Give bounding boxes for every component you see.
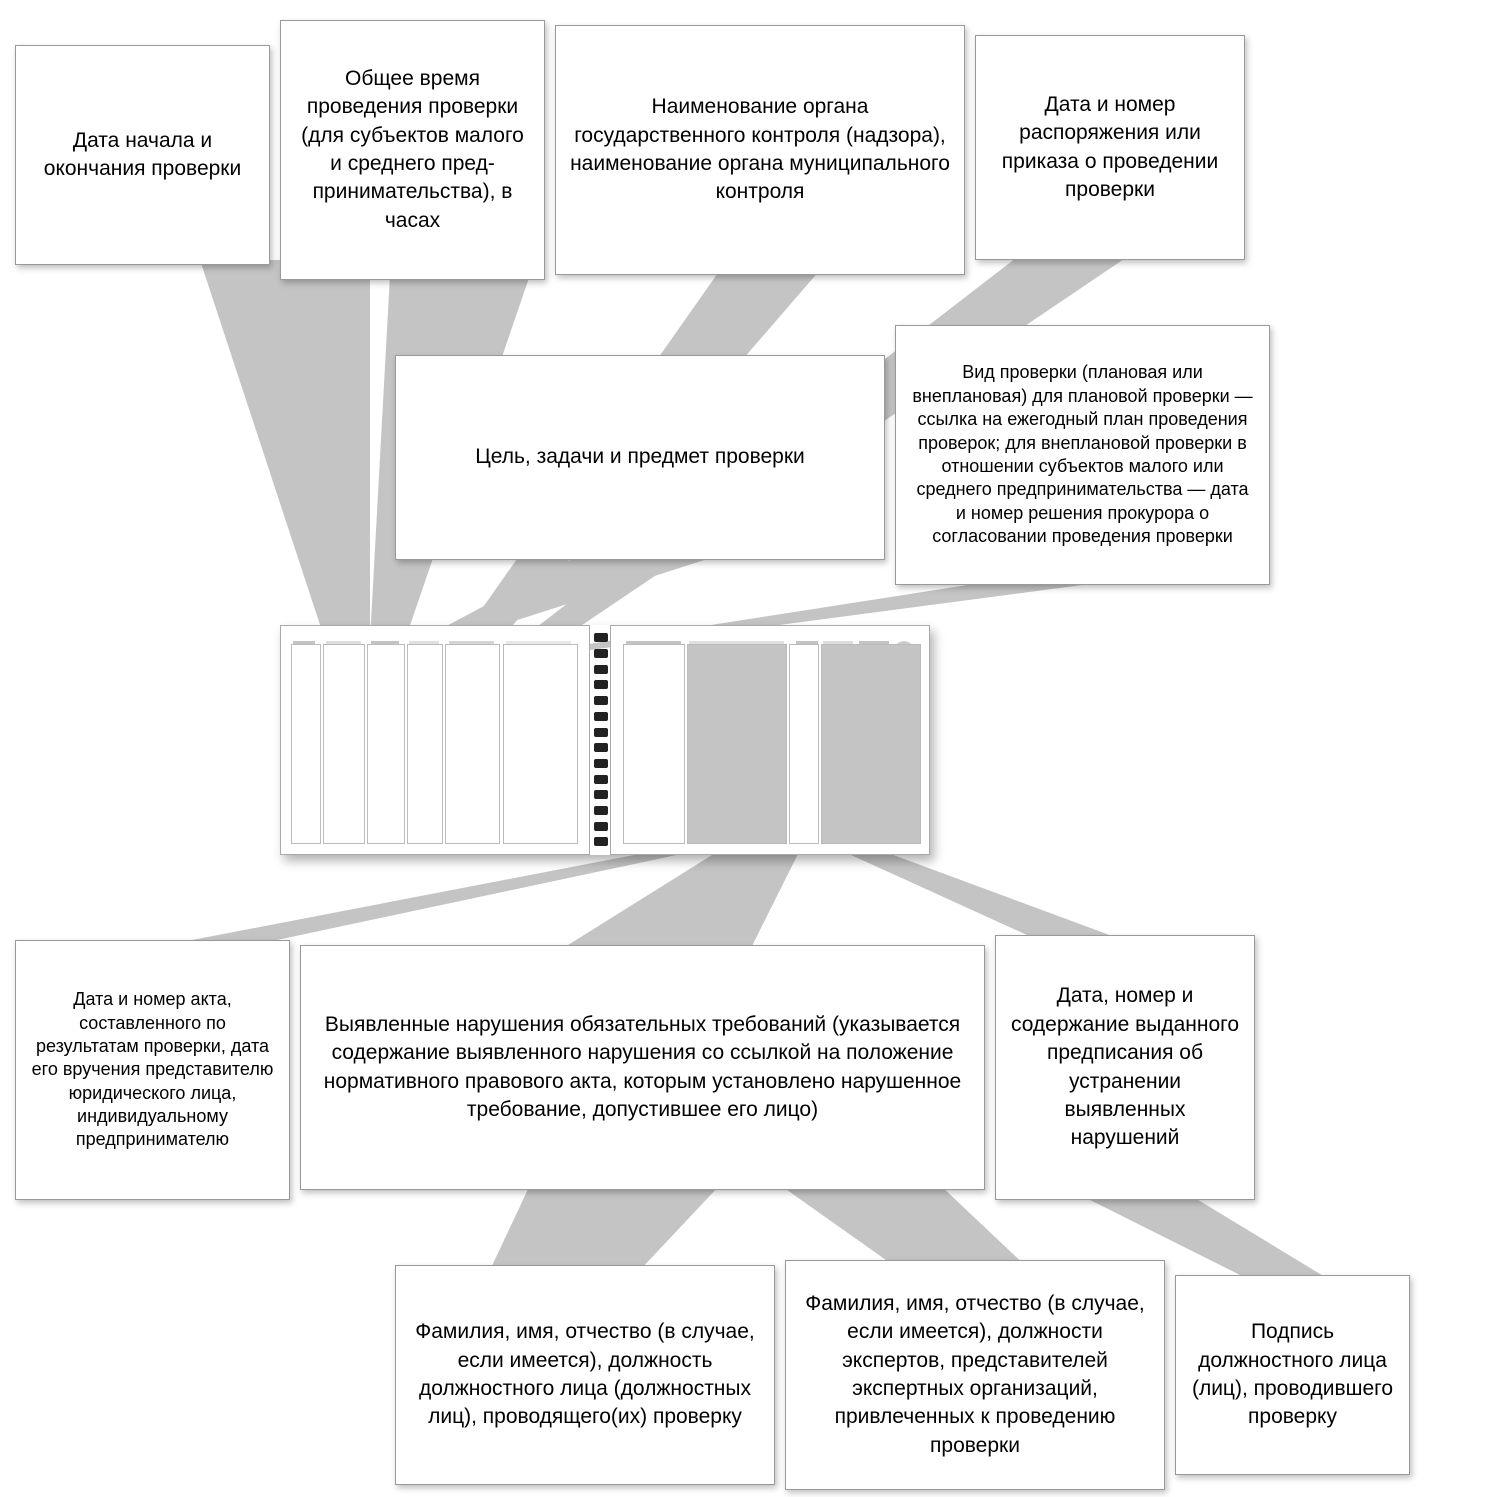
row1-box-1-label: Общее время проведения проверки (для суб… bbox=[295, 65, 530, 235]
row3-box-1: Выявленные нарушения обязательных требов… bbox=[300, 945, 985, 1190]
row1-box-0: Дата начала и окончания проверки bbox=[15, 45, 270, 265]
row4-box-2: Подпись должностного лица (лиц), проводи… bbox=[1175, 1275, 1410, 1475]
row3-box-0-label: Дата и номер акта, составленного по резу… bbox=[30, 988, 275, 1152]
row4-box-1-label: Фамилия, имя, отчество (в случае, если и… bbox=[800, 1290, 1150, 1460]
notebook-illustration bbox=[280, 625, 930, 855]
row1-box-2-label: Наименование органа государственного кон… bbox=[570, 93, 950, 206]
row3-box-0: Дата и номер акта, составленного по резу… bbox=[15, 940, 290, 1200]
row4-box-0: Фамилия, имя, отчество (в случае, если и… bbox=[395, 1265, 775, 1485]
row4-box-1: Фамилия, имя, отчество (в случае, если и… bbox=[785, 1260, 1165, 1490]
row3-box-2: Дата, номер и содержание выданного предп… bbox=[995, 935, 1255, 1200]
row4-box-0-label: Фамилия, имя, отчество (в случае, если и… bbox=[410, 1318, 760, 1431]
row3-box-2-label: Дата, номер и содержание выданного предп… bbox=[1010, 982, 1240, 1152]
row1-box-1: Общее время проведения проверки (для суб… bbox=[280, 20, 545, 280]
row2-box-0: Цель, задачи и предмет проверки bbox=[395, 355, 885, 560]
row1-box-2: Наименование органа государственного кон… bbox=[555, 25, 965, 275]
row2-box-0-label: Цель, задачи и предмет проверки bbox=[475, 443, 805, 471]
row2-box-1: Вид проверки (плановая или внеплановая) … bbox=[895, 325, 1270, 585]
row2-box-1-label: Вид проверки (плановая или внеплановая) … bbox=[910, 361, 1255, 548]
row1-box-3: Дата и номер распоряжения или приказа о … bbox=[975, 35, 1245, 260]
row1-box-3-label: Дата и номер распоряжения или приказа о … bbox=[990, 91, 1230, 204]
row1-box-0-label: Дата начала и окончания проверки bbox=[30, 127, 255, 184]
row3-box-1-label: Выявленные нарушения обязательных требов… bbox=[315, 1011, 970, 1124]
row4-box-2-label: Подпись должностного лица (лиц), проводи… bbox=[1190, 1318, 1395, 1431]
